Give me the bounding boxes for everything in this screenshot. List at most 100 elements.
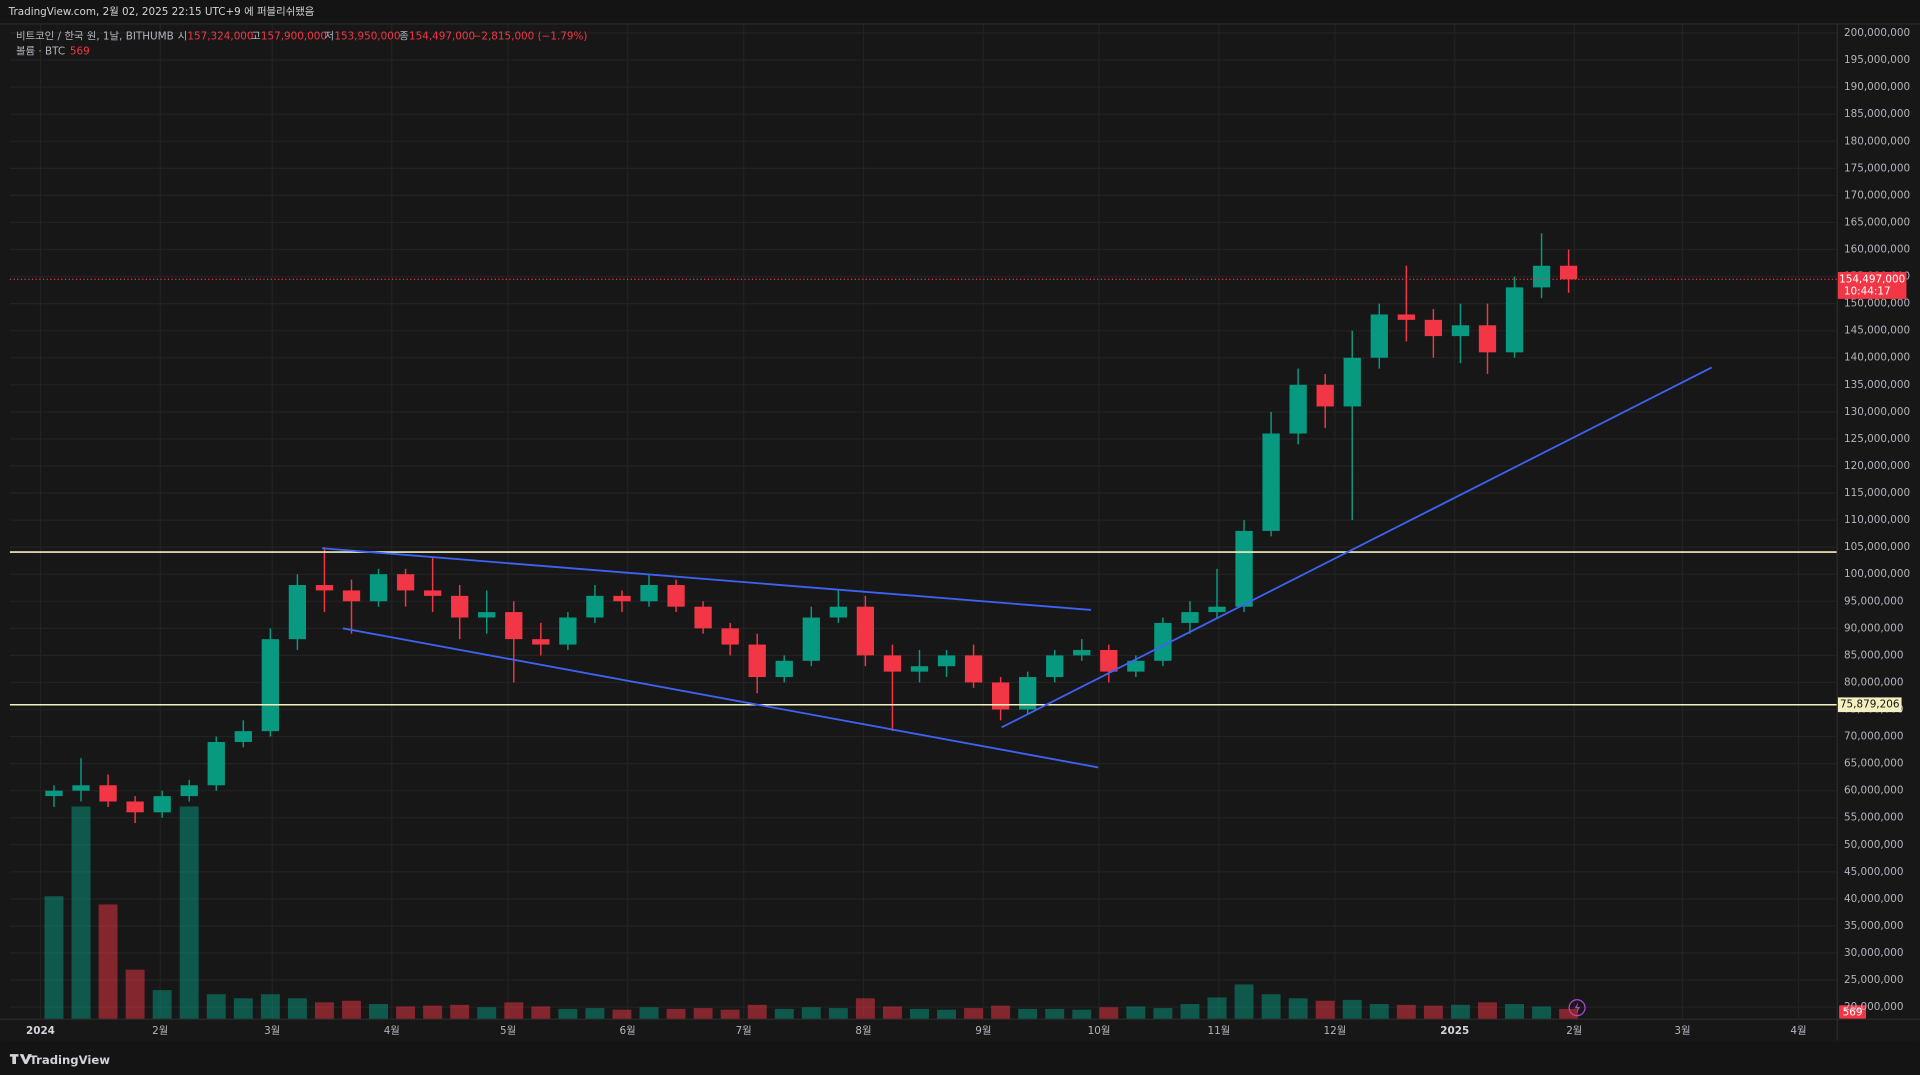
- volume-label: 볼륨 · BTC: [16, 45, 65, 57]
- volume-bar: [450, 1004, 470, 1019]
- footer-bar: [0, 1041, 1920, 1075]
- last-price-label: 154,497,000: [1839, 273, 1905, 285]
- ohlc-key: 시: [178, 31, 188, 43]
- candle-body: [180, 785, 198, 797]
- candle-body: [1343, 357, 1361, 407]
- volume-bar: [1261, 994, 1281, 1019]
- x-tick-label: 11월: [1208, 1025, 1231, 1037]
- candle-body: [342, 590, 361, 602]
- volume-bar: [1396, 1004, 1416, 1019]
- logo-mark: [9, 1054, 32, 1064]
- ohlc-value: 157,324,000: [187, 31, 253, 43]
- volume-bar: [125, 969, 145, 1019]
- y-tick-label: 180,000,000: [1844, 135, 1910, 147]
- ohlc-key: 고: [251, 31, 261, 43]
- volume-bar: [639, 1007, 659, 1019]
- volume-bar: [1478, 1002, 1497, 1019]
- footer-brand[interactable]: TradingView: [29, 1053, 110, 1067]
- candle-body: [937, 655, 956, 667]
- candle-body: [288, 585, 307, 640]
- candle-body: [1397, 314, 1415, 320]
- trendline: [321, 547, 1092, 611]
- trendline: [342, 627, 1099, 769]
- volume-bar: [1072, 1009, 1092, 1019]
- volume-bar: [1423, 1005, 1443, 1019]
- candle-body: [1370, 314, 1388, 358]
- candle-body: [99, 785, 117, 802]
- volume-badge-label: 569: [1843, 1007, 1863, 1019]
- volume-bar: [828, 1008, 848, 1019]
- volume-bar: [152, 990, 172, 1019]
- volume-bar: [423, 1005, 443, 1019]
- volume-bar: [855, 998, 875, 1019]
- volume-bar: [1018, 1008, 1038, 1019]
- volume-bar: [504, 1002, 524, 1019]
- y-tick-label: 115,000,000: [1844, 487, 1910, 499]
- candle-body: [721, 628, 739, 645]
- y-tick-label: 160,000,000: [1844, 244, 1910, 256]
- x-tick-label: 8월: [855, 1025, 871, 1037]
- candle-body: [991, 682, 1010, 710]
- candle-body: [694, 606, 712, 629]
- candle-body: [1208, 606, 1226, 613]
- countdown: 10:44:17: [1844, 286, 1891, 298]
- candle-body: [207, 741, 225, 786]
- x-tick-label: 2024: [26, 1025, 55, 1037]
- last-price-badge: [1837, 271, 1907, 299]
- volume-bar: [287, 998, 307, 1019]
- x-tick-label: 4월: [1790, 1025, 1806, 1037]
- volume-bar: [1180, 1003, 1200, 1019]
- volume-bar: [1099, 1007, 1119, 1019]
- y-tick-label: 65,000,000: [1844, 758, 1904, 770]
- volume-bar: [1342, 999, 1362, 1019]
- candle-body: [1181, 612, 1199, 623]
- volume-bar: [1153, 1008, 1173, 1019]
- y-tick-label: 190,000,000: [1844, 81, 1910, 93]
- candle-body: [559, 617, 577, 645]
- volume-bar: [882, 1006, 902, 1019]
- volume-badge: [1839, 1005, 1867, 1019]
- volume-bar: [558, 1008, 578, 1019]
- y-tick-label: 120,000,000: [1844, 460, 1910, 472]
- volume-bar: [1126, 1006, 1146, 1019]
- candle-body: [1100, 649, 1118, 672]
- candle-body: [1262, 433, 1280, 531]
- y-tick-label: 185,000,000: [1844, 108, 1910, 120]
- alert-icon-bolt: [1574, 1002, 1581, 1014]
- volume-bar: [179, 806, 199, 1019]
- candle-body: [1127, 660, 1145, 672]
- candle-body: [1559, 265, 1578, 280]
- candle-body: [505, 612, 523, 640]
- candle-body: [883, 655, 902, 672]
- top-bar: [0, 0, 1920, 24]
- candle-body: [315, 585, 334, 591]
- volume-bar: [260, 994, 280, 1019]
- y-tick-label: 30,000,000: [1844, 947, 1904, 959]
- symbol: 비트코인 / 한국 원, 1날, BITHUMB: [16, 31, 174, 43]
- published-note: TradingView.com, 2월 02, 2025 22:15 UTC+9…: [8, 6, 315, 18]
- volume-bar: [314, 1002, 334, 1019]
- volume-bar: [44, 896, 64, 1019]
- volume-bar: [774, 1008, 794, 1019]
- x-tick-label: 5월: [500, 1025, 516, 1037]
- candle-body: [667, 585, 685, 607]
- volume-bar: [233, 998, 253, 1019]
- level-badge: [1837, 697, 1902, 713]
- volume-bar: [1288, 998, 1308, 1019]
- y-tick-label: 100,000,000: [1844, 568, 1910, 580]
- y-tick-label: 95,000,000: [1844, 595, 1904, 607]
- candle-body: [1451, 325, 1470, 337]
- volume-bar: [71, 806, 91, 1019]
- y-tick-label: 70,000,000: [1844, 731, 1904, 743]
- x-tick-label: 10월: [1088, 1025, 1111, 1037]
- volume-last: 569: [70, 45, 90, 57]
- candle-body: [748, 644, 766, 678]
- volume-bar: [612, 1009, 632, 1019]
- y-tick-label: 135,000,000: [1844, 379, 1910, 391]
- x-tick-label: 4월: [384, 1025, 400, 1037]
- y-tick-label: 40,000,000: [1844, 893, 1904, 905]
- candle-body: [45, 790, 63, 797]
- volume-bar: [1045, 1008, 1065, 1019]
- candle-body: [613, 595, 631, 602]
